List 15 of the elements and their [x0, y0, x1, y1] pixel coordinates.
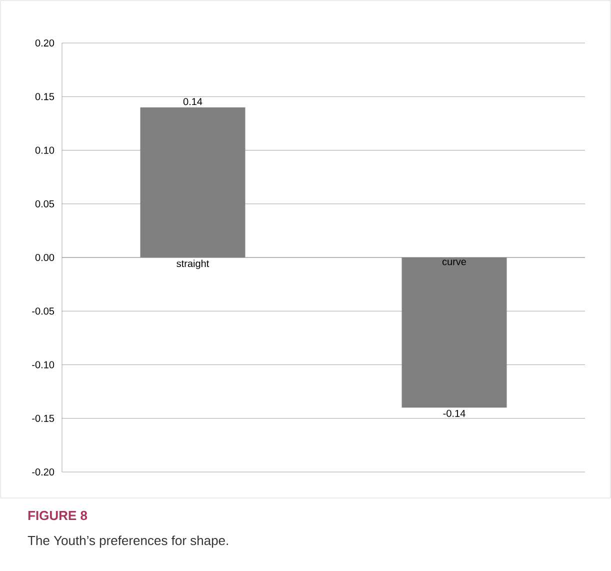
y-tick-label: 0.10: [35, 146, 54, 154]
y-tick-label: 0.15: [35, 93, 54, 100]
y-tick-label: 0.00: [35, 254, 54, 262]
x-tick-label: straight: [176, 260, 210, 270]
y-tick-label: -0.15: [32, 414, 54, 422]
data-label: -0.14: [443, 410, 466, 417]
y-tick-label: -0.10: [32, 361, 54, 368]
y-tick-label: -0.20: [32, 468, 54, 476]
data-label: 0.14: [183, 98, 202, 106]
y-tick-label: 0.05: [35, 200, 54, 208]
text: The Youth’s preferences for shape.: [28, 536, 228, 548]
y-tick-label: -0.05: [32, 308, 54, 315]
caption: FIGURE 8: [28, 510, 88, 520]
y-tick-label: 0.20: [35, 39, 54, 47]
x-tick-label: curve: [442, 260, 466, 266]
